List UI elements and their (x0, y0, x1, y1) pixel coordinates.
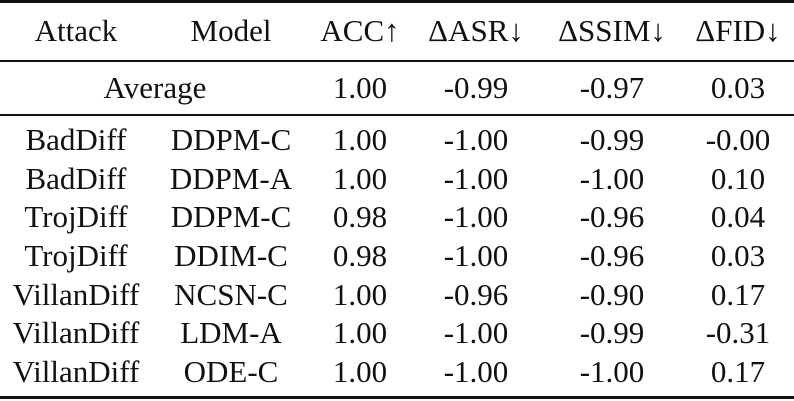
cell-fid: 0.03 (710, 237, 766, 273)
table-row: TrojDiff DDIM-C 0.98 -1.00 -0.96 0.03 (0, 236, 794, 275)
average-label: Average (103, 69, 207, 105)
table-row: VillanDiff ODE-C 1.00 -1.00 -1.00 0.17 (0, 352, 794, 391)
cell-ssim: -1.00 (579, 160, 645, 196)
header-fid: ΔFID↓ (695, 12, 781, 48)
average-fid: 0.03 (710, 69, 766, 105)
cell-fid: 0.10 (710, 160, 766, 196)
cell-fid: -0.00 (705, 121, 771, 157)
cell-acc: 1.00 (332, 121, 388, 157)
header-rule (0, 60, 794, 62)
header-ssim: ΔSSIM↓ (558, 12, 666, 48)
cell-fid: 0.17 (710, 353, 766, 389)
header-model: Model (190, 12, 272, 48)
cell-model: DDPM-A (169, 160, 293, 196)
cell-fid: 0.04 (710, 199, 766, 235)
cell-fid: -0.31 (705, 315, 771, 351)
table-row: TrojDiff DDPM-C 0.98 -1.00 -0.96 0.04 (0, 197, 794, 236)
cell-model: DDIM-C (174, 237, 288, 273)
header-acc: ACC↑ (320, 12, 400, 48)
header-asr: ΔASR↓ (428, 12, 524, 48)
average-asr: -0.99 (443, 69, 509, 105)
cell-model: LDM-A (180, 315, 282, 351)
cell-attack: BadDiff (25, 121, 127, 157)
top-rule (0, 0, 794, 3)
cell-model: NCSN-C (174, 276, 288, 312)
cell-asr: -1.00 (443, 353, 509, 389)
cell-model: DDPM-C (170, 121, 292, 157)
cell-acc: 1.00 (332, 160, 388, 196)
cell-ssim: -0.96 (579, 199, 645, 235)
cell-ssim: -0.90 (579, 276, 645, 312)
cell-asr: -1.00 (443, 199, 509, 235)
cell-model: DDPM-C (170, 199, 292, 235)
cell-model: ODE-C (183, 353, 279, 389)
table-row: VillanDiff LDM-A 1.00 -1.00 -0.99 -0.31 (0, 313, 794, 352)
average-rule (0, 114, 794, 116)
average-row: Average 1.00 -0.99 -0.97 0.03 (0, 60, 794, 114)
cell-acc: 1.00 (332, 276, 388, 312)
header-row: Attack Model ACC↑ ΔASR↓ ΔSSIM↓ ΔFID↓ (0, 0, 794, 60)
table-row: BadDiff DDPM-C 1.00 -1.00 -0.99 -0.00 (0, 120, 794, 159)
cell-attack: TrojDiff (24, 237, 128, 273)
average-acc: 1.00 (332, 69, 388, 105)
cell-acc: 1.00 (332, 353, 388, 389)
table-row: BadDiff DDPM-A 1.00 -1.00 -1.00 0.10 (0, 159, 794, 198)
cell-attack: VillanDiff (12, 315, 140, 351)
cell-asr: -1.00 (443, 121, 509, 157)
cell-asr: -1.00 (443, 315, 509, 351)
cell-attack: VillanDiff (12, 353, 140, 389)
cell-acc: 0.98 (332, 237, 388, 273)
cell-ssim: -0.99 (579, 121, 645, 157)
cell-ssim: -0.99 (579, 315, 645, 351)
table-row: VillanDiff NCSN-C 1.00 -0.96 -0.90 0.17 (0, 275, 794, 314)
cell-attack: VillanDiff (12, 276, 140, 312)
average-ssim: -0.97 (579, 69, 645, 105)
cell-attack: TrojDiff (24, 199, 128, 235)
cell-ssim: -1.00 (579, 353, 645, 389)
cell-acc: 0.98 (332, 199, 388, 235)
cell-asr: -1.00 (443, 160, 509, 196)
results-table: Attack Model ACC↑ ΔASR↓ ΔSSIM↓ ΔFID↓ Ave… (0, 0, 794, 391)
cell-fid: 0.17 (710, 276, 766, 312)
bottom-rule (0, 396, 794, 399)
header-attack: Attack (34, 12, 118, 48)
cell-attack: BadDiff (25, 160, 127, 196)
cell-acc: 1.00 (332, 315, 388, 351)
cell-ssim: -0.96 (579, 237, 645, 273)
cell-asr: -0.96 (443, 276, 509, 312)
cell-asr: -1.00 (443, 237, 509, 273)
